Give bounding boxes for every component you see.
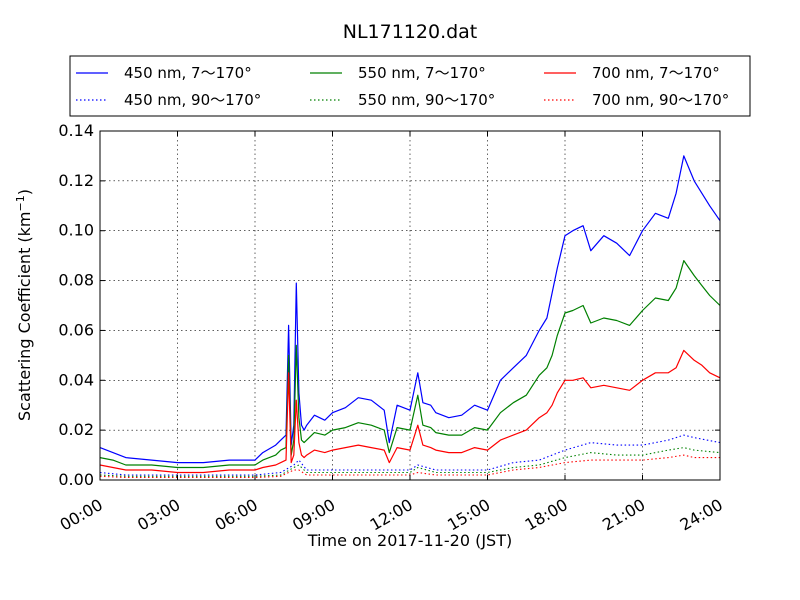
y-tick-label: 0.00 [58, 470, 94, 489]
y-tick-label: 0.06 [58, 320, 94, 339]
series-line [99, 447, 721, 477]
y-tick-label: 0.12 [58, 171, 94, 190]
chart-title: NL171120.dat [343, 21, 478, 43]
x-axis-label: Time on 2017-11-20 (JST) [307, 531, 512, 550]
series-line [99, 155, 721, 464]
legend-label: 550 nm, 7～170° [358, 64, 486, 82]
series-line [99, 434, 721, 476]
series-line [99, 349, 721, 474]
y-axis-label-sup: −1 [14, 195, 27, 211]
y-tick-label: 0.08 [58, 271, 94, 290]
y-axis-label: Scattering Coefficient (km−1) [14, 189, 34, 421]
y-tick-label: 0.02 [58, 420, 94, 439]
y-tick-label: 0.14 [58, 121, 94, 140]
legend: 450 nm, 7～170° 450 nm, 90～170° 550 nm, 7～1… [69, 55, 751, 117]
y-axis-label-main: Scattering Coefficient (km [15, 211, 34, 421]
y-tick-label: 0.10 [58, 221, 94, 240]
legend-label: 450 nm, 90～170° [124, 91, 261, 109]
legend-label: 700 nm, 90～170° [592, 91, 729, 109]
ticks [99, 130, 721, 481]
plot-area: 0.000.020.040.060.080.100.120.14 00:00 03… [57, 121, 726, 535]
y-tick-label: 0.04 [58, 370, 94, 389]
y-axis-label-close: ) [15, 189, 34, 195]
legend-label: 450 nm, 7～170° [124, 64, 252, 82]
series-line [99, 260, 721, 469]
legend-label: 700 nm, 7～170° [592, 64, 720, 82]
y-tick-labels: 0.00 0.02 0.04 0.06 0.08 0.10 0.12 0.14 [58, 121, 94, 489]
legend-frame [69, 55, 751, 117]
plot-frame-bg [100, 131, 720, 480]
legend-items: 450 nm, 7～170° 450 nm, 90～170° 550 nm, 7～1… [76, 64, 729, 109]
legend-label: 550 nm, 90～170° [358, 91, 495, 109]
